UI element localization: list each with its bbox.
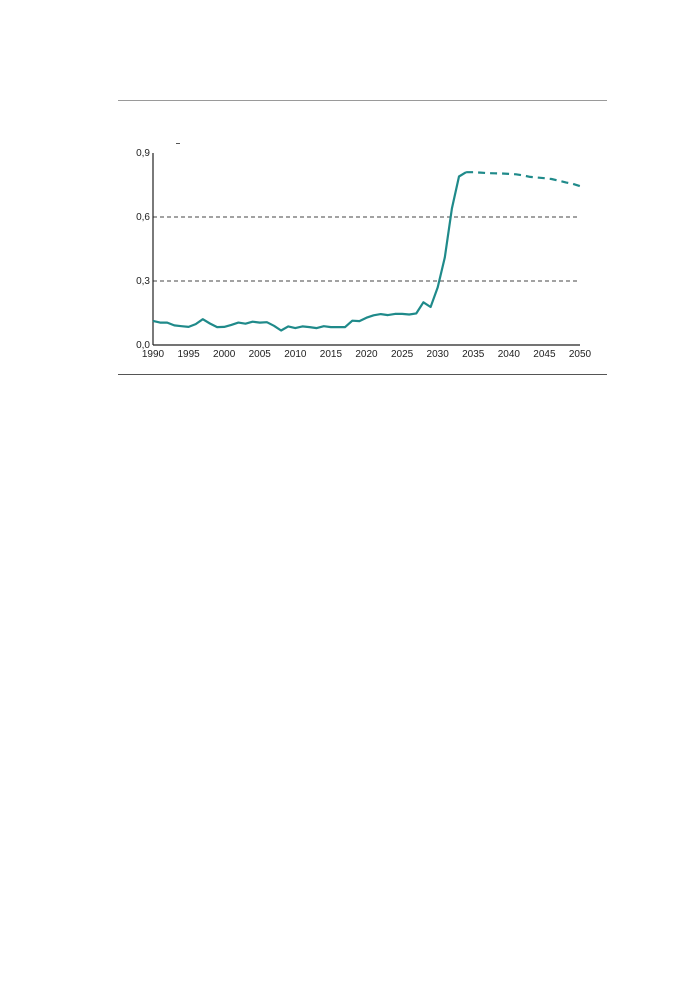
x-tick-label: 2050 xyxy=(569,349,592,360)
y-tick-label: 0,0 xyxy=(136,340,150,351)
x-tick-label: 2030 xyxy=(427,349,450,360)
historical-line xyxy=(152,171,467,332)
tick-labels: 0,0 0,3 0,6 0,9 1990 1995 2000 2005 2010 2015 2020… xyxy=(136,148,591,360)
x-tick-label: 2015 xyxy=(320,349,343,360)
top-marker xyxy=(176,143,180,144)
x-tick-label: 1990 xyxy=(142,349,165,360)
y-tick-label: 0,3 xyxy=(136,276,150,287)
x-tick-label: 2035 xyxy=(462,349,485,360)
projection-line xyxy=(466,171,581,188)
x-tick-label: 2005 xyxy=(249,349,272,360)
x-tick-label: 2045 xyxy=(533,349,556,360)
y-tick-label: 0,9 xyxy=(136,148,150,159)
x-tick-label: 2000 xyxy=(213,349,236,360)
top-rule xyxy=(118,100,607,101)
bottom-rule xyxy=(118,374,607,375)
axes xyxy=(152,153,580,346)
x-tick-label: 2010 xyxy=(284,349,307,360)
x-tick-label: 2020 xyxy=(355,349,378,360)
grid-lines xyxy=(153,216,580,282)
y-tick-label: 0,6 xyxy=(136,212,150,223)
x-tick-label: 2025 xyxy=(391,349,414,360)
x-tick-label: 2040 xyxy=(498,349,521,360)
series-lines xyxy=(152,171,581,332)
x-tick-label: 1995 xyxy=(177,349,200,360)
